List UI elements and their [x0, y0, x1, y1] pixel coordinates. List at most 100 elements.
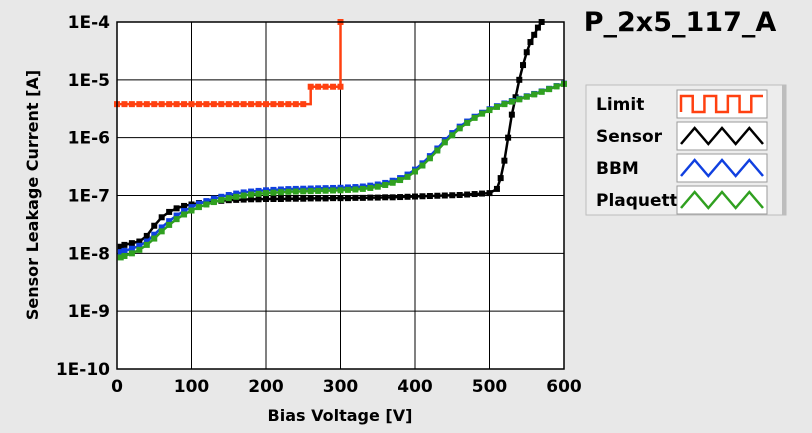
- data-point-plaquette: [128, 250, 135, 257]
- data-point-plaquette: [255, 190, 262, 197]
- data-point-plaquette: [367, 184, 374, 191]
- data-point-plaquette: [240, 192, 247, 199]
- data-point-plaquette: [307, 188, 314, 195]
- data-point-sensor: [359, 194, 366, 201]
- series-line-sensor: [120, 21, 543, 248]
- legend: Limit Sensor BBM Plaquette: [585, 84, 787, 216]
- data-point-sensor: [330, 195, 337, 202]
- data-point-limit: [233, 101, 240, 108]
- data-point-sensor: [389, 194, 396, 201]
- y-tick-label: 1E-6: [68, 129, 110, 149]
- data-point-sensor: [367, 194, 374, 201]
- data-point-sensor: [404, 193, 411, 200]
- data-point-sensor: [534, 24, 541, 31]
- data-point-limit: [307, 83, 314, 90]
- data-point-plaquette: [412, 168, 418, 175]
- data-point-sensor: [315, 195, 322, 202]
- data-point-sensor: [248, 196, 255, 203]
- data-point-sensor: [434, 192, 441, 199]
- data-point-plaquette: [397, 177, 404, 184]
- data-point-limit: [188, 101, 195, 108]
- data-point-limit: [322, 83, 329, 90]
- data-point-sensor: [128, 240, 135, 247]
- data-point-sensor: [352, 194, 359, 201]
- data-point-sensor: [426, 193, 433, 200]
- legend-swatch-limit: [676, 89, 768, 119]
- x-axis-title: Bias Voltage [V]: [268, 406, 413, 425]
- data-point-plaquette: [158, 228, 165, 235]
- data-point-plaquette: [315, 187, 322, 194]
- data-point-sensor: [322, 195, 329, 202]
- x-tick-label: 400: [397, 377, 433, 397]
- x-tick-label: 0: [111, 377, 123, 397]
- data-point-sensor: [292, 195, 299, 202]
- data-point-sensor: [397, 194, 404, 201]
- legend-label-plaquette: Plaquette: [596, 191, 689, 211]
- data-point-limit: [143, 101, 150, 108]
- data-point-plaquette: [493, 103, 500, 110]
- data-point-sensor: [419, 193, 426, 200]
- data-point-bbm: [173, 212, 180, 219]
- data-point-limit: [337, 83, 344, 90]
- data-point-plaquette: [195, 204, 202, 211]
- data-point-sensor: [512, 94, 519, 101]
- data-point-bbm: [188, 204, 195, 211]
- data-point-bbm: [240, 189, 247, 196]
- data-point-sensor: [181, 202, 188, 209]
- data-point-plaquette: [382, 181, 389, 188]
- data-point-limit: [270, 101, 277, 108]
- data-point-plaquette: [456, 125, 463, 132]
- plot-area: [114, 19, 567, 370]
- data-point-sensor: [263, 195, 269, 202]
- data-point-plaquette: [449, 132, 456, 139]
- data-point-plaquette: [300, 188, 307, 195]
- data-point-sensor: [158, 214, 165, 221]
- data-point-plaquette: [508, 98, 515, 105]
- data-point-sensor: [270, 195, 277, 202]
- data-point-plaquette: [181, 211, 188, 218]
- data-point-bbm: [117, 249, 124, 256]
- data-point-bbm: [158, 224, 165, 231]
- data-point-sensor: [136, 238, 143, 245]
- data-point-sensor: [151, 222, 158, 229]
- data-point-plaquette: [523, 93, 530, 100]
- data-point-plaquette: [285, 188, 292, 195]
- legend-label-sensor: Sensor: [596, 127, 663, 147]
- data-point-sensor: [441, 192, 448, 199]
- data-point-sensor: [456, 192, 463, 199]
- data-point-plaquette: [330, 187, 337, 194]
- data-point-limit: [151, 101, 158, 108]
- data-point-sensor: [121, 241, 128, 248]
- x-tick-label: 300: [323, 377, 359, 397]
- y-axis-title: Sensor Leakage Current [A]: [23, 70, 42, 320]
- data-point-sensor: [523, 49, 530, 56]
- data-point-bbm: [233, 190, 240, 197]
- x-tick-label: 600: [546, 377, 582, 397]
- data-point-limit: [248, 101, 255, 108]
- x-tick-label: 200: [248, 377, 284, 397]
- series-layer: [114, 19, 567, 261]
- data-point-plaquette: [389, 179, 396, 186]
- data-point-sensor: [531, 31, 538, 38]
- data-point-bbm: [218, 193, 225, 200]
- data-point-bbm: [195, 200, 202, 207]
- data-point-limit: [218, 101, 225, 108]
- data-point-plaquette: [352, 186, 359, 193]
- data-point-plaquette: [441, 139, 448, 146]
- data-point-sensor: [240, 196, 247, 203]
- data-point-sensor: [505, 134, 512, 141]
- data-point-bbm: [143, 238, 150, 245]
- data-point-limit: [292, 101, 299, 108]
- data-point-sensor: [520, 62, 527, 69]
- data-point-plaquette: [553, 83, 560, 90]
- data-point-sensor: [285, 195, 292, 202]
- data-point-limit: [240, 101, 247, 108]
- y-tick-label: 1E-9: [68, 302, 110, 322]
- legend-line-bbm: [680, 158, 764, 178]
- data-point-plaquette: [233, 193, 240, 200]
- data-point-sensor: [493, 185, 500, 192]
- data-point-plaquette: [344, 186, 351, 193]
- data-point-limit: [315, 83, 322, 90]
- data-point-plaquette: [210, 199, 217, 206]
